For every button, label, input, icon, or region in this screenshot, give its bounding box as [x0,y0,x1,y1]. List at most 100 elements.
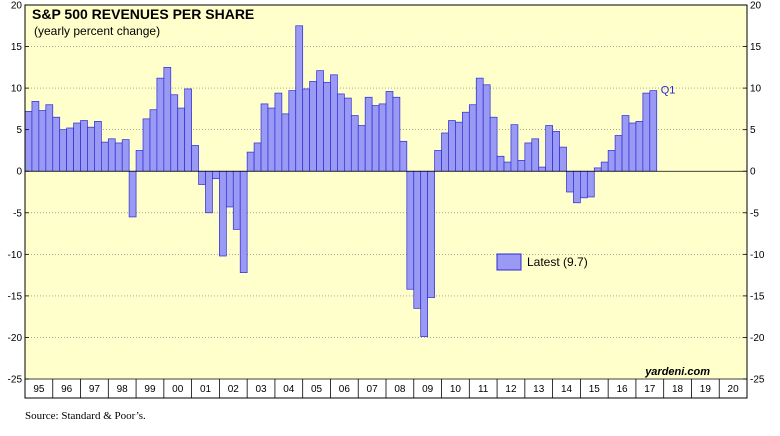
bar [538,166,547,172]
y-tick-label-left: -10 [8,250,23,261]
bar [531,138,540,172]
y-tick-label-right: -25 [750,375,765,386]
bar [163,66,172,172]
bar [128,170,137,218]
x-tick-label: 11 [478,384,489,395]
bar [212,170,220,180]
bar [191,145,199,172]
x-tick-label: 05 [311,384,323,395]
bar [406,170,415,290]
y-tick-label-right: -5 [750,208,759,219]
x-tick-label: 03 [255,384,267,395]
bar [31,101,40,172]
bar [434,150,442,172]
bar [267,107,276,172]
bar [475,77,484,172]
bar [427,170,435,298]
bar [552,130,560,172]
bar [302,88,310,172]
bar [399,140,408,172]
y-axis-ticks: -25 -25 -20 -20 -15 -15 -10 -10 -5 -5 0 0 5 5 10 10 15 15… [8,1,765,386]
y-tick-label-right: 5 [750,125,756,136]
bar [642,92,651,172]
bar [309,81,317,172]
x-tick-label: 99 [144,384,156,395]
y-tick-label-right: 10 [750,84,762,95]
x-tick-label: 13 [533,384,545,395]
bar [468,104,477,172]
bar [385,91,394,172]
bar [357,125,366,172]
bar [496,155,505,172]
chart-subtitle: (yearly percent change) [34,24,160,38]
x-tick-label: 10 [450,384,462,395]
bar [586,170,595,198]
chart-title: S&P 500 REVENUES PER SHARE [32,6,254,22]
bar [274,92,283,172]
bar [121,139,130,172]
x-axis: 95 96 97 98 99 00 01 02 03 04 05 06 07 08 09 10 11 12 13 14… [24,378,748,398]
bar [607,150,616,172]
bar [323,81,331,172]
y-tick-label-left: 10 [11,84,23,95]
bar [566,170,574,193]
bar [337,93,345,172]
y-tick-label-left: -15 [8,291,23,302]
bar [649,90,658,172]
x-tick-label: 16 [616,384,628,395]
bar [503,161,512,172]
bar [142,118,151,172]
bar [593,167,602,172]
bar [288,90,297,172]
y-tick-label-left: -25 [8,375,23,386]
bar [482,84,491,172]
latest-quarter-annotation: Q1 [661,85,676,97]
y-tick-label-left: -5 [13,208,22,219]
bar [149,109,158,172]
y-tick-label-right: 15 [750,42,762,53]
bar [87,126,95,172]
bar [225,170,234,208]
y-tick-label-right: 0 [750,167,756,178]
x-tick-label: 04 [283,384,295,395]
bar [392,96,401,172]
x-tick-label: 96 [61,384,73,395]
bar [260,103,269,172]
bar [94,121,102,172]
bar [66,127,74,172]
bar [80,120,88,172]
legend-swatch [496,253,522,271]
bar [364,96,373,172]
y-tick-label-left: 5 [16,125,22,136]
bar [232,170,241,230]
y-tick-label-left: 0 [16,167,22,178]
bar [205,170,213,214]
x-tick-label: 18 [672,384,684,395]
y-tick-label-left: 15 [11,42,23,53]
bar [170,94,179,172]
bar-series [24,25,658,337]
bar [614,135,623,172]
bar [524,142,533,172]
bar [378,103,387,172]
bar [316,70,324,172]
bar [184,88,192,172]
bar [580,170,588,199]
x-tick-label: 20 [728,384,740,395]
bar [198,170,206,185]
x-tick-label: 98 [117,384,129,395]
x-tick-label: 09 [422,384,434,395]
bar [114,142,123,172]
bar [253,142,262,172]
bar [350,115,359,172]
bar [441,132,449,172]
bar [59,129,67,172]
y-tick-label-right: -10 [750,250,765,261]
bar [107,138,116,172]
y-tick-label-right: -15 [750,291,765,302]
bar [73,122,81,172]
x-tick-label: 00 [172,384,184,395]
x-tick-label: 07 [367,384,379,395]
source-note: Source: Standard & Poor’s. [25,410,146,422]
